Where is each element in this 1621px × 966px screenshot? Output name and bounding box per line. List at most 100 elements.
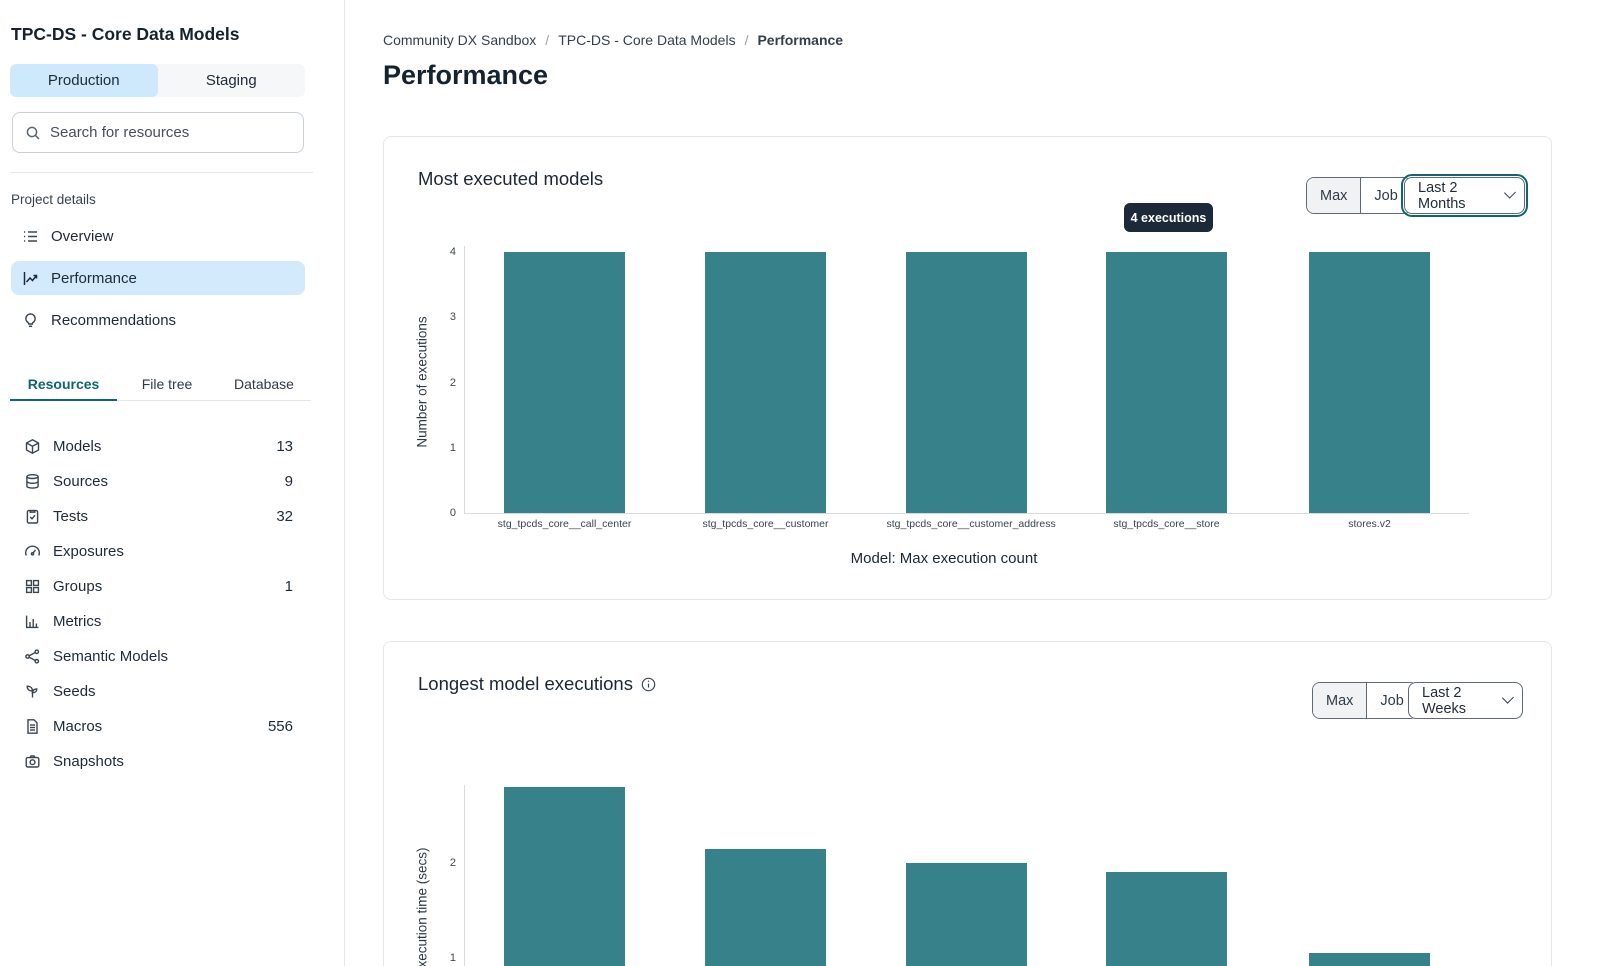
search-input[interactable]: Search for resources <box>12 112 304 153</box>
time-range-dropdown[interactable]: Last 2 Months <box>1400 173 1529 218</box>
clipboard-check-icon <box>24 508 41 525</box>
chevron-down-icon <box>1503 186 1517 199</box>
breadcrumb-item[interactable]: Community DX Sandbox <box>383 32 537 48</box>
bar[interactable] <box>1106 872 1227 966</box>
max-job-toggle: Max Job <box>1306 177 1412 214</box>
resource-count: 1 <box>284 578 293 595</box>
resource-list: Models 13 Sources 9 <box>0 429 345 779</box>
bar[interactable] <box>705 849 826 966</box>
sidebar-item-recommendations[interactable]: Recommendations <box>11 303 305 337</box>
x-axis-line <box>464 513 1469 514</box>
sidebar-divider <box>10 172 313 173</box>
cube-icon <box>24 438 41 455</box>
y-tick-label: 1 <box>449 441 456 454</box>
resource-row-groups[interactable]: Groups 1 <box>0 569 345 604</box>
sidebar-item-label: Overview <box>51 227 114 245</box>
resource-label: Tests <box>53 508 89 525</box>
bar-chart-icon <box>24 613 41 630</box>
resource-row-macros[interactable]: Macros 556 <box>0 709 345 744</box>
camera-icon <box>24 753 41 770</box>
resource-tabs: Resources File tree Database <box>10 368 311 401</box>
bar[interactable] <box>1106 252 1227 513</box>
chart-line-icon <box>22 270 39 287</box>
breadcrumb: Community DX Sandbox / TPC-DS - Core Dat… <box>383 32 843 48</box>
resource-row-models[interactable]: Models 13 <box>0 429 345 464</box>
grid-icon <box>24 578 41 595</box>
main-content: Community DX Sandbox / TPC-DS - Core Dat… <box>346 0 1621 966</box>
bar[interactable] <box>504 787 625 966</box>
resource-row-snapshots[interactable]: Snapshots <box>0 744 345 779</box>
sidebar-item-performance[interactable]: Performance <box>11 261 305 295</box>
project-details-label: Project details <box>11 192 96 207</box>
info-icon[interactable] <box>641 677 656 692</box>
share-nodes-icon <box>24 648 41 665</box>
breadcrumb-separator: / <box>744 32 749 48</box>
bar[interactable] <box>906 863 1027 966</box>
resource-row-metrics[interactable]: Metrics <box>0 604 345 639</box>
project-title: TPC-DS - Core Data Models <box>11 24 240 44</box>
x-category-label: stg_tpcds_core__call_center <box>497 518 632 530</box>
bar[interactable] <box>1309 953 1430 966</box>
tab-database[interactable]: Database <box>234 376 294 392</box>
breadcrumb-separator: / <box>545 32 550 48</box>
y-axis-title: Execution time (secs) <box>414 847 430 966</box>
resource-count: 556 <box>267 718 293 735</box>
page-title: Performance <box>383 60 549 90</box>
sidebar-item-label: Recommendations <box>51 311 177 329</box>
search-placeholder: Search for resources <box>50 124 190 141</box>
chart-title-text: Longest model executions <box>418 673 633 694</box>
resource-row-sources[interactable]: Sources 9 <box>0 464 345 499</box>
resource-row-tests[interactable]: Tests 32 <box>0 499 345 534</box>
longest-model-executions-card: Longest model executions Max Job Last 2 … <box>383 641 1552 966</box>
y-tick-label: 4 <box>449 246 456 258</box>
file-lines-icon <box>24 718 41 735</box>
database-icon <box>24 473 41 490</box>
y-axis-line <box>464 785 465 966</box>
chart-title: Most executed models <box>418 168 604 189</box>
y-tick-label: 3 <box>449 311 456 324</box>
breadcrumb-item[interactable]: TPC-DS - Core Data Models <box>558 32 736 48</box>
max-button[interactable]: Max <box>1307 178 1361 213</box>
resource-label: Snapshots <box>53 753 124 770</box>
resource-label: Groups <box>53 578 103 595</box>
most-executed-models-card: Most executed models Max Job Last 2 Mont… <box>383 136 1552 600</box>
environment-tabs: Production Staging <box>10 64 305 97</box>
resource-count: 9 <box>284 473 293 490</box>
y-axis-line <box>464 246 465 513</box>
time-range-dropdown[interactable]: Last 2 Weeks <box>1408 682 1523 719</box>
time-range-value: Last 2 Months <box>1418 179 1466 212</box>
x-category-label: stg_tpcds_core__customer <box>702 518 829 530</box>
search-icon <box>25 125 41 141</box>
job-button[interactable]: Job <box>1360 178 1411 213</box>
bar[interactable] <box>1309 252 1430 513</box>
resource-label: Models <box>53 438 102 455</box>
resource-count: 32 <box>276 508 293 525</box>
bar[interactable] <box>504 252 625 513</box>
x-category-label: stores.v2 <box>1348 518 1391 530</box>
max-button[interactable]: Max <box>1313 683 1367 718</box>
sidebar: TPC-DS - Core Data Models Production Sta… <box>0 0 345 966</box>
sidebar-item-label: Performance <box>51 269 137 287</box>
tab-production[interactable]: Production <box>10 64 158 97</box>
resource-label: Exposures <box>53 543 124 560</box>
chart-title: Longest model executions <box>418 673 656 695</box>
resource-row-exposures[interactable]: Exposures <box>0 534 345 569</box>
bar[interactable] <box>906 252 1027 513</box>
y-tick-label: 2 <box>449 857 456 869</box>
y-tick-label: 0 <box>449 507 456 519</box>
x-axis-title: Model: Max execution count <box>850 550 1038 567</box>
tab-file-tree[interactable]: File tree <box>141 376 193 392</box>
resource-label: Macros <box>53 718 103 735</box>
tab-resources[interactable]: Resources <box>10 368 117 401</box>
time-range-value: Last 2 Weeks <box>1422 684 1467 717</box>
tab-staging[interactable]: Staging <box>205 72 257 89</box>
resource-label: Semantic Models <box>53 648 169 665</box>
resource-row-semantic-models[interactable]: Semantic Models <box>0 639 345 674</box>
sidebar-item-overview[interactable]: Overview <box>11 219 305 253</box>
resource-label: Metrics <box>53 613 102 630</box>
y-axis-title: Number of executions <box>414 316 430 448</box>
resource-row-seeds[interactable]: Seeds <box>0 674 345 709</box>
bar[interactable] <box>705 252 826 513</box>
x-category-label: stg_tpcds_core__customer_address <box>886 518 1056 530</box>
